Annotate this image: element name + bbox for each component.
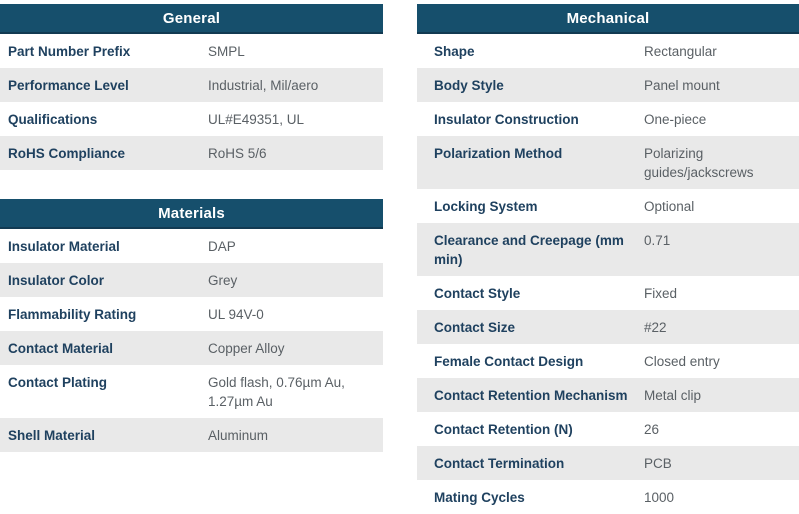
spec-row: Contact Material Copper Alloy: [0, 331, 383, 365]
mechanical-table-header: Mechanical: [417, 4, 799, 34]
row-value: Rectangular: [644, 44, 717, 59]
row-label: Polarization Method: [434, 146, 563, 161]
materials-table: Materials Insulator Material DAP Insulat…: [0, 199, 383, 452]
spec-row: Female Contact Design Closed entry: [417, 344, 799, 378]
row-label: Contact Plating: [8, 375, 108, 390]
row-label: Flammability Rating: [8, 307, 137, 322]
row-label: Insulator Construction: [434, 112, 579, 127]
row-label: Contact Size: [434, 320, 516, 335]
general-table-title: General: [162, 9, 221, 27]
mechanical-table-title: Mechanical: [566, 9, 650, 27]
mechanical-table: Mechanical Shape Rectangular Body Style …: [417, 4, 799, 514]
left-column: General Part Number Prefix SMPL Performa…: [0, 4, 383, 514]
spec-row: Insulator Color Grey: [0, 263, 383, 297]
row-value: #22: [644, 320, 667, 335]
spec-row: Contact Retention (N) 26: [417, 412, 799, 446]
spec-row: Body Style Panel mount: [417, 68, 799, 102]
spec-row: Contact Termination PCB: [417, 446, 799, 480]
spec-row: Clearance and Creepage (mm min) 0.71: [417, 223, 799, 276]
row-value: UL#E49351, UL: [208, 112, 305, 127]
row-value: Gold flash, 0.76µm Au, 1.27µm Au: [208, 375, 345, 409]
row-label: Insulator Material: [8, 239, 120, 254]
spec-row: Contact Size #22: [417, 310, 799, 344]
spec-row: Part Number Prefix SMPL: [0, 34, 383, 68]
spec-row: Shell Material Aluminum: [0, 418, 383, 452]
row-value: 0.71: [644, 233, 671, 248]
row-value: Fixed: [644, 286, 678, 301]
row-label: Part Number Prefix: [8, 44, 131, 59]
row-value: DAP: [208, 239, 236, 254]
row-label: Mating Cycles: [434, 490, 525, 505]
row-value: UL 94V-0: [208, 307, 264, 322]
spec-row: Contact Style Fixed: [417, 276, 799, 310]
table-gap: [0, 170, 383, 199]
row-label: Body Style: [434, 78, 504, 93]
row-value: Panel mount: [644, 78, 720, 93]
row-label: Contact Retention Mechanism: [434, 388, 628, 403]
general-table-rows: Part Number Prefix SMPL Performance Leve…: [0, 34, 383, 170]
spec-row: Insulator Material DAP: [0, 229, 383, 263]
row-value: SMPL: [208, 44, 245, 59]
spec-row: Polarization Method Polarizing guides/ja…: [417, 136, 799, 189]
materials-table-rows: Insulator Material DAP Insulator Color G…: [0, 229, 383, 452]
spec-row: Flammability Rating UL 94V-0: [0, 297, 383, 331]
row-value: RoHS 5/6: [208, 146, 267, 161]
row-label: Locking System: [434, 199, 538, 214]
spec-row: Locking System Optional: [417, 189, 799, 223]
spec-row: RoHS Compliance RoHS 5/6: [0, 136, 383, 170]
row-value: Optional: [644, 199, 695, 214]
row-label: Shape: [434, 44, 475, 59]
row-label: Contact Retention (N): [434, 422, 573, 437]
materials-table-header: Materials: [0, 199, 383, 229]
row-value: Aluminum: [208, 428, 269, 443]
spec-row: Shape Rectangular: [417, 34, 799, 68]
row-value: Industrial, Mil/aero: [208, 78, 319, 93]
row-label: Contact Style: [434, 286, 521, 301]
row-label: Contact Material: [8, 341, 114, 356]
row-value: One-piece: [644, 112, 707, 127]
row-value: 1000: [644, 490, 675, 505]
row-value: Grey: [208, 273, 238, 288]
materials-table-title: Materials: [158, 204, 225, 222]
row-label: Qualifications: [8, 112, 98, 127]
row-label: Insulator Color: [8, 273, 105, 288]
row-value: Closed entry: [644, 354, 720, 369]
spec-row: Contact Plating Gold flash, 0.76µm Au, 1…: [0, 365, 383, 418]
row-label: Female Contact Design: [434, 354, 584, 369]
row-value: 26: [644, 422, 660, 437]
row-label: Contact Termination: [434, 456, 565, 471]
mechanical-table-rows: Shape Rectangular Body Style Panel mount…: [417, 34, 799, 514]
spec-row: Mating Cycles 1000: [417, 480, 799, 514]
right-column: Mechanical Shape Rectangular Body Style …: [417, 4, 799, 514]
row-value: Metal clip: [644, 388, 702, 403]
spec-row: Qualifications UL#E49351, UL: [0, 102, 383, 136]
spec-row: Performance Level Industrial, Mil/aero: [0, 68, 383, 102]
general-table: General Part Number Prefix SMPL Performa…: [0, 4, 383, 170]
row-value: Polarizing guides/jackscrews: [644, 146, 754, 180]
row-label: Shell Material: [8, 428, 96, 443]
spec-row: Contact Retention Mechanism Metal clip: [417, 378, 799, 412]
row-label: Performance Level: [8, 78, 129, 93]
row-label: Clearance and Creepage (mm min): [434, 233, 624, 267]
row-value: PCB: [644, 456, 672, 471]
general-table-header: General: [0, 4, 383, 34]
spec-row: Insulator Construction One-piece: [417, 102, 799, 136]
row-label: RoHS Compliance: [8, 146, 126, 161]
row-value: Copper Alloy: [208, 341, 285, 356]
